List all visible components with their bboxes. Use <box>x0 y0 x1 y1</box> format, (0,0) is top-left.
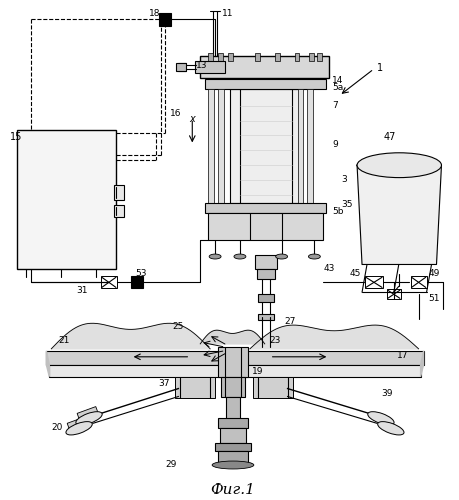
Bar <box>208 53 213 61</box>
Bar <box>218 89 224 205</box>
Text: 23: 23 <box>269 336 280 345</box>
Text: 18: 18 <box>148 10 160 18</box>
Bar <box>386 290 400 299</box>
Bar <box>410 276 425 288</box>
Text: 39: 39 <box>380 388 392 398</box>
Polygon shape <box>249 325 418 349</box>
Bar <box>219 428 246 443</box>
Bar <box>46 351 423 364</box>
Bar <box>225 396 240 421</box>
Ellipse shape <box>76 412 102 425</box>
Bar <box>221 376 244 396</box>
Bar <box>130 276 142 288</box>
Ellipse shape <box>356 153 441 178</box>
Bar <box>228 53 232 61</box>
Bar <box>101 276 117 288</box>
Text: 25: 25 <box>172 322 184 331</box>
Bar <box>317 53 322 61</box>
Bar <box>205 79 325 89</box>
Bar <box>195 61 224 73</box>
Text: 27: 27 <box>284 317 295 326</box>
Polygon shape <box>356 165 441 264</box>
Bar <box>208 89 213 205</box>
Text: 16: 16 <box>170 108 182 118</box>
Text: 3: 3 <box>341 175 346 184</box>
Bar <box>256 270 274 280</box>
Text: 7: 7 <box>331 100 337 110</box>
Bar <box>257 314 273 320</box>
Text: 53: 53 <box>135 270 147 278</box>
Bar <box>297 89 303 205</box>
Text: 13: 13 <box>196 61 207 70</box>
Bar <box>158 14 171 26</box>
Text: 17: 17 <box>396 351 408 360</box>
Bar <box>205 203 325 213</box>
Bar <box>218 53 223 61</box>
Text: 47: 47 <box>383 132 395 142</box>
Text: 5b: 5b <box>331 207 343 216</box>
Bar <box>254 254 276 270</box>
Text: x: x <box>189 114 195 124</box>
Text: 19: 19 <box>251 366 263 376</box>
Ellipse shape <box>209 254 221 259</box>
Bar <box>230 89 301 203</box>
Ellipse shape <box>66 422 92 435</box>
Ellipse shape <box>367 412 393 425</box>
Text: 45: 45 <box>348 270 360 278</box>
Text: 20: 20 <box>51 424 62 432</box>
Text: 31: 31 <box>76 286 87 296</box>
Text: 5a: 5a <box>331 83 343 92</box>
Bar <box>254 53 259 61</box>
Bar <box>364 276 382 288</box>
Bar <box>218 418 247 428</box>
Bar <box>274 53 279 61</box>
Text: 9: 9 <box>331 140 337 149</box>
Bar <box>67 416 89 432</box>
Bar <box>294 53 299 61</box>
Bar <box>218 451 247 463</box>
Bar <box>208 213 323 240</box>
Bar <box>215 443 250 451</box>
Text: 29: 29 <box>165 460 176 469</box>
Text: 1: 1 <box>376 63 382 73</box>
Bar <box>49 364 420 376</box>
Text: 14: 14 <box>331 76 343 85</box>
Bar <box>252 376 292 398</box>
Ellipse shape <box>212 461 253 469</box>
Ellipse shape <box>308 254 319 259</box>
Ellipse shape <box>234 254 246 259</box>
Bar <box>17 130 116 270</box>
Text: 15: 15 <box>10 132 22 142</box>
Bar <box>113 205 123 217</box>
Text: Фиг.1: Фиг.1 <box>210 483 255 497</box>
Bar <box>307 89 313 205</box>
Bar <box>257 294 273 302</box>
Bar <box>309 53 313 61</box>
Text: 37: 37 <box>158 378 170 388</box>
Bar <box>77 406 99 422</box>
Ellipse shape <box>377 422 403 435</box>
Text: 21: 21 <box>58 336 69 345</box>
Bar <box>200 56 329 78</box>
Text: 35: 35 <box>341 200 352 209</box>
Bar <box>218 347 247 376</box>
Ellipse shape <box>275 254 287 259</box>
Polygon shape <box>46 351 49 376</box>
Bar <box>175 376 215 398</box>
Text: 49: 49 <box>428 270 439 278</box>
Polygon shape <box>51 324 210 349</box>
Text: 43: 43 <box>323 264 334 274</box>
Bar <box>113 185 123 200</box>
Polygon shape <box>200 330 264 344</box>
Polygon shape <box>420 351 423 376</box>
Bar <box>176 63 186 71</box>
Text: 51: 51 <box>428 294 439 304</box>
Text: 11: 11 <box>222 10 233 18</box>
